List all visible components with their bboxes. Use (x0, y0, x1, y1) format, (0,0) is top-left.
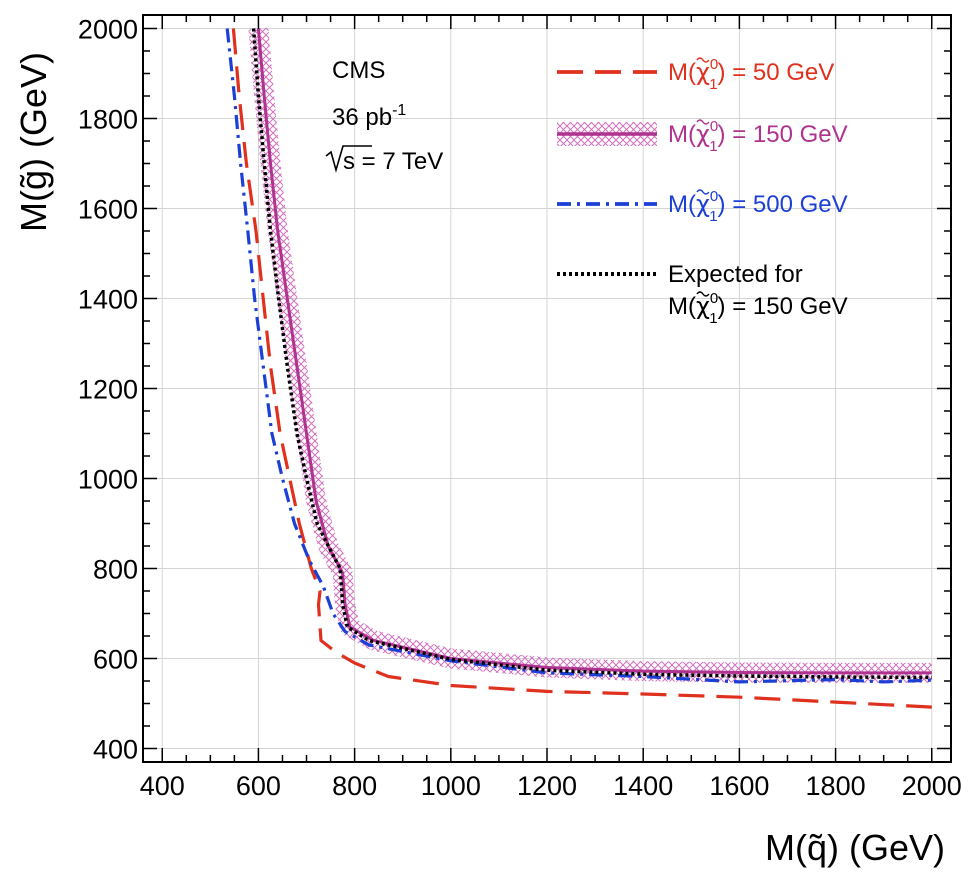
series-line-1 (256, 28, 932, 675)
y-tick-label: 1400 (78, 285, 138, 315)
luminosity-label: 36 pb-1 (332, 102, 406, 131)
experiment-label: CMS (332, 57, 385, 84)
x-tick-label: 1400 (613, 771, 673, 801)
energy-value: s = 7 TeV (343, 148, 443, 175)
y-tick-label: 1800 (78, 105, 138, 135)
x-tick-label: 600 (236, 771, 281, 801)
x-tick-label: 1000 (421, 771, 481, 801)
y-tick-label: 800 (93, 555, 138, 585)
x-tick-label: 800 (332, 771, 377, 801)
y-tick-label: 400 (93, 735, 138, 765)
y-tick-label: 600 (93, 645, 138, 675)
y-tick-label: 1600 (78, 195, 138, 225)
series-line-3 (251, 28, 932, 680)
y-tick-label: 1000 (78, 465, 138, 495)
series-line-2 (225, 28, 932, 684)
tilde-mark (696, 189, 710, 195)
x-tick-label: 1800 (806, 771, 866, 801)
luminosity-value: 36 pb (332, 104, 392, 131)
series-layer (225, 28, 932, 709)
x-axis-title: M(q̃) (GeV) (765, 827, 945, 868)
legend-label: M(χ0 1) = 500 GeV (668, 188, 848, 225)
axis-layer: 400 600 800 1000 1200 1400 1600 1800 2000 400 600 8… (78, 14, 962, 801)
series-line-0 (231, 28, 932, 709)
tilde-mark (696, 119, 710, 125)
energy-label: s = 7 TeV (325, 145, 443, 175)
legend-item-1: M(χ0 1) = 150 GeV (557, 118, 848, 155)
y-tick-label: 1200 (78, 375, 138, 405)
x-tick-label: 1200 (517, 771, 577, 801)
legend-item-2: M(χ0 1) = 500 GeV (557, 188, 848, 225)
y-tick-label: 2000 (78, 15, 138, 45)
x-tick-label: 2000 (902, 771, 962, 801)
y-axis-title: M(g̃) (GeV) (13, 52, 54, 232)
x-tick-label: 400 (140, 771, 185, 801)
legend-label: M(χ0 1) = 150 GeV (668, 118, 848, 155)
tilde-mark (696, 291, 710, 297)
legend-label-line1: Expected for (668, 261, 803, 288)
sqrt-symbol (325, 145, 372, 173)
legend-label: M(χ0 1) = 150 GeV (668, 290, 848, 327)
tilde-mark (696, 57, 710, 63)
legend: M(χ0 1) = 50 GeV M(χ0 1) = 150 GeV M(χ0 1) = … (557, 56, 848, 327)
legend-label: M(χ0 1) = 50 GeV (668, 56, 834, 93)
luminosity-exponent: -1 (392, 102, 406, 119)
x-tick-label: 1600 (709, 771, 769, 801)
legend-item-0: M(χ0 1) = 50 GeV (557, 56, 834, 93)
